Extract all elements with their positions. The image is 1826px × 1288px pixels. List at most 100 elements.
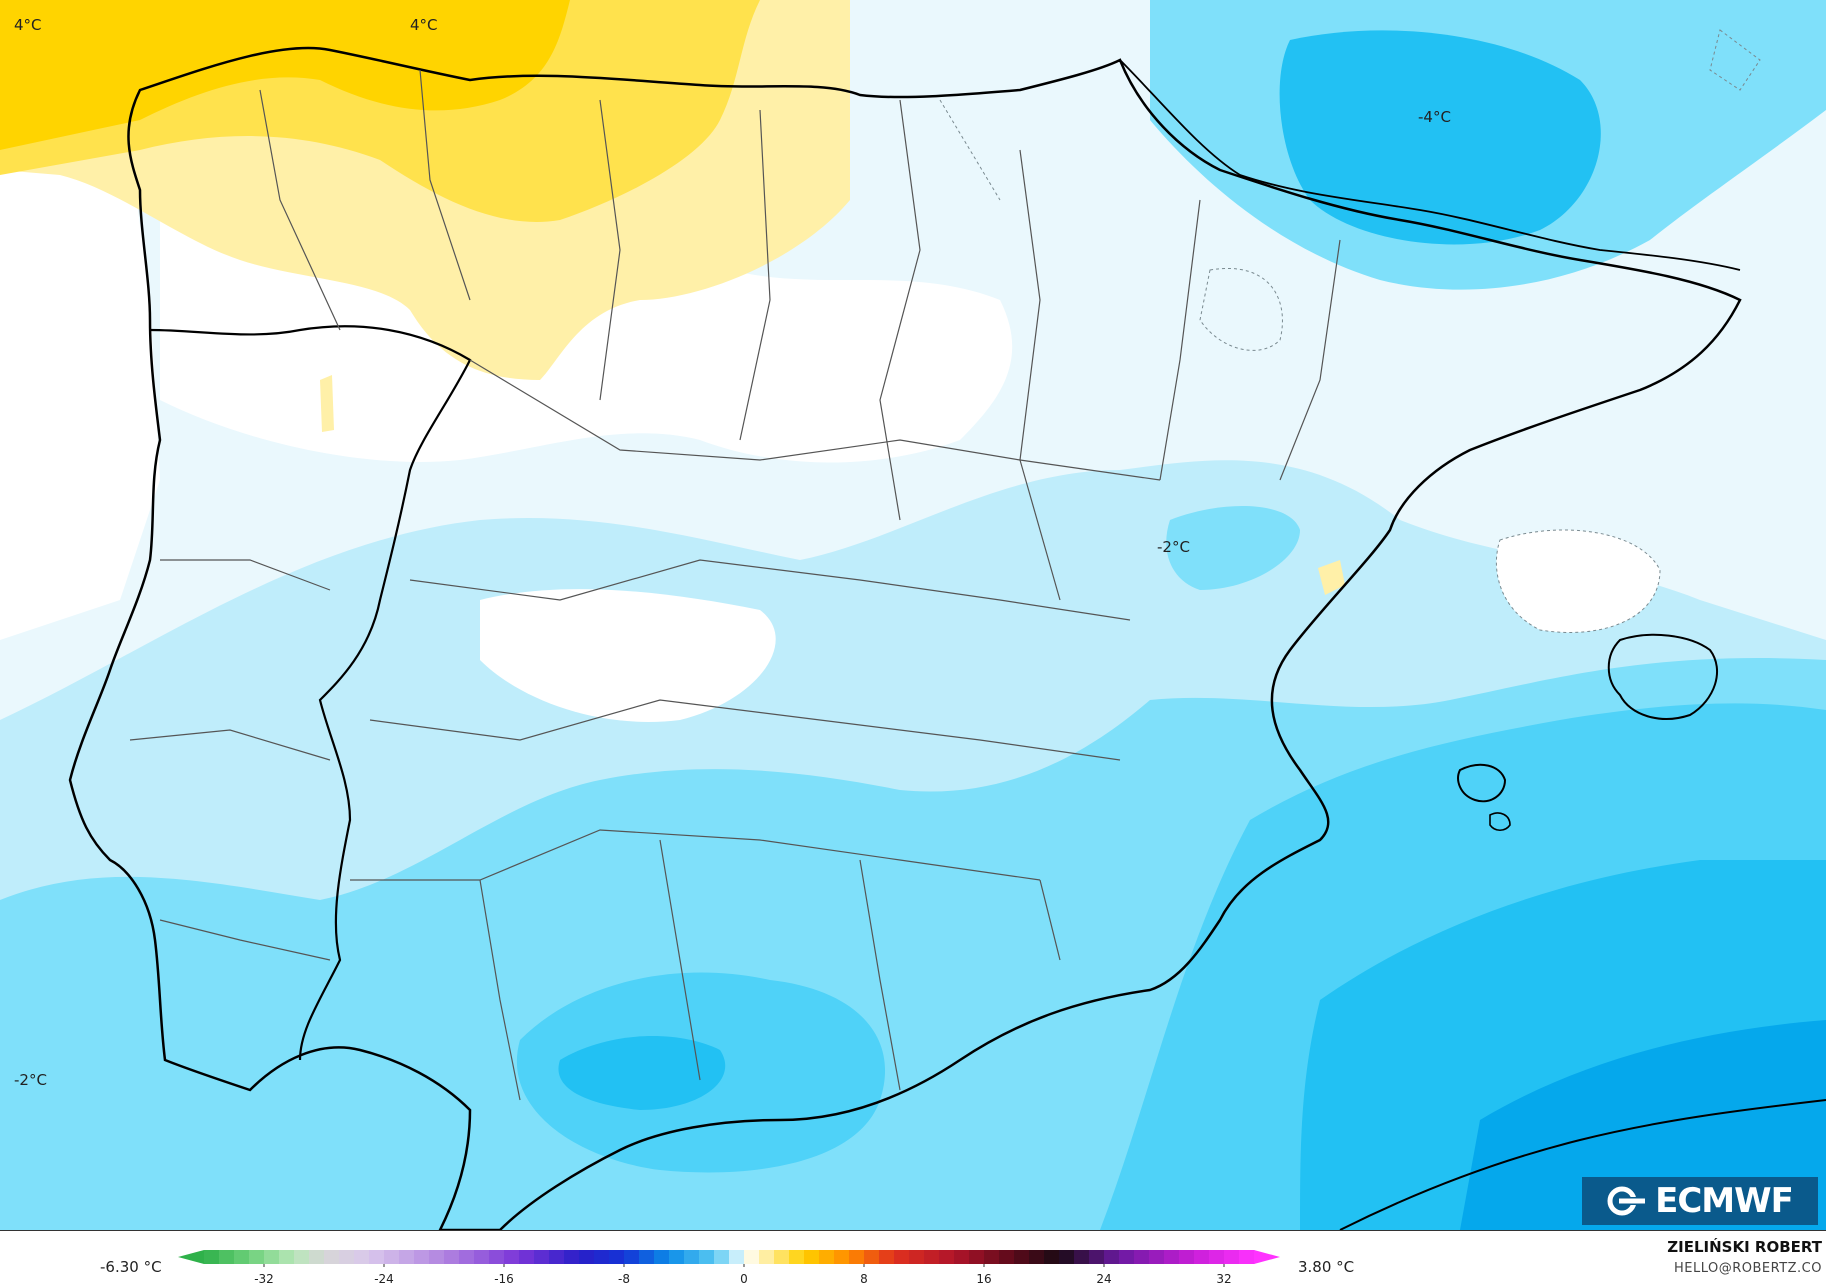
ecmwf-logo: ECMWF [1582,1177,1818,1225]
colorbar-cell [384,1250,400,1264]
field-east-pocket [1166,506,1300,590]
ecmwf-logo-text: ECMWF [1655,1181,1794,1221]
colorbar-cell [684,1250,700,1264]
colorbar-cell [504,1250,520,1264]
colorbar-cell [1164,1250,1180,1264]
colorbar-cell [534,1250,550,1264]
formentera [1489,812,1511,832]
colorbar-cell [1134,1250,1150,1264]
colorbar-cell [999,1250,1015,1264]
contour-lines [939,29,1761,633]
colorbar-tick-label: 32 [1216,1272,1232,1286]
map-canvas [0,0,1826,1230]
colorbar-cell [264,1250,280,1264]
colorbar-cell [549,1250,565,1264]
colorbar-min-arrow [178,1250,204,1264]
colorbar-cell [1149,1250,1165,1264]
field-sea-white [1496,530,1660,633]
colorbar-cell [909,1250,925,1264]
field-andalusia-core [558,1036,726,1110]
colorbar-cell [474,1250,490,1264]
colorbar-cells [204,1250,1255,1264]
colorbar-cell [894,1250,910,1264]
colorbar-cell [954,1250,970,1264]
legend-min-value: -6.30 °C [100,1258,162,1276]
contour-label-pyrenees-neg4: -4°C [1418,108,1451,126]
field-pyrenees-core [1279,30,1601,245]
colorbar-cell [429,1250,445,1264]
colorbar-cell [219,1250,235,1264]
colorbar-cell [774,1250,790,1264]
colorbar-cell [1194,1250,1210,1264]
colorbar-cell [1224,1250,1240,1264]
contour-label-southwest-neg2: -2°C [14,1071,47,1089]
colorbar-cell [1209,1250,1225,1264]
colorbar-cell [744,1250,760,1264]
colorbar-cell [789,1250,805,1264]
colorbar-cell [249,1250,265,1264]
colorbar-cell [234,1250,250,1264]
field-warm-spot [1318,560,1345,595]
field-warm-4 [0,0,570,150]
colorbar-cell [939,1250,955,1264]
colorbar-cell [759,1250,775,1264]
colorbar [178,1250,1280,1267]
colorbar-tick-label: 8 [860,1272,868,1286]
africa-coast [1339,1099,1826,1230]
colorbar-cell [489,1250,505,1264]
colorbar-cell [204,1250,220,1264]
colorbar-cell [1029,1250,1045,1264]
temperature-map: 4°C 4°C -4°C -2°C -2°C ECMWF [0,0,1826,1230]
colorbar-cell [969,1250,985,1264]
author-email: HELLO@ROBERTZ.CO [1673,1261,1822,1276]
colorbar-cell [1014,1250,1030,1264]
colorbar-cell [924,1250,940,1264]
colorbar-cell [699,1250,715,1264]
colorbar-cell [399,1250,415,1264]
field-atlantic-white [0,150,160,640]
colorbar-cell [609,1250,625,1264]
colorbar-cell [309,1250,325,1264]
colorbar-cell [519,1250,535,1264]
colorbar-cell [324,1250,340,1264]
colorbar-cell [849,1250,865,1264]
colorbar-tick-label: -24 [374,1272,394,1286]
iberia-coastline [68,46,1742,1230]
colorbar-tick-label: -32 [254,1272,274,1286]
colorbar-cell [1044,1250,1060,1264]
colorbar-cell [1059,1250,1075,1264]
colorbar-cell [624,1250,640,1264]
colorbar-cell [654,1250,670,1264]
colorbar-cell [579,1250,595,1264]
colorbar-cell [1119,1250,1135,1264]
colorbar-cell [984,1250,1000,1264]
colorbar-cell [354,1250,370,1264]
mallorca [1607,633,1719,720]
colorbar-cell [639,1250,655,1264]
colorbar-cell [339,1250,355,1264]
colorbar-cell [564,1250,580,1264]
colorbar-cell [879,1250,895,1264]
province-borders [129,69,1341,1101]
contour-label-nw-4: 4°C [14,16,42,34]
colorbar-cell [279,1250,295,1264]
legend-max-value: 3.80 °C [1298,1258,1355,1276]
contour-label-east-neg2: -2°C [1157,538,1190,556]
colorbar-cell [369,1250,385,1264]
colorbar-cell [714,1250,730,1264]
colorbar-cell [444,1250,460,1264]
author-name: ZIELIŃSKI ROBERT [1667,1238,1822,1256]
colorbar-max-arrow [1254,1250,1280,1264]
colorbar-tick-label: 24 [1096,1272,1112,1286]
colorbar-cell [804,1250,820,1264]
colorbar-cell [864,1250,880,1264]
colorbar-cell [729,1250,745,1264]
ecmwf-logo-icon [1607,1186,1648,1216]
colorbar-tick-label: -16 [494,1272,514,1286]
colorbar-cell [1179,1250,1195,1264]
colorbar-cell [834,1250,850,1264]
france-border [1119,59,1741,271]
colorbar-cell [819,1250,835,1264]
colorbar-cell [459,1250,475,1264]
colorbar-cell [294,1250,310,1264]
